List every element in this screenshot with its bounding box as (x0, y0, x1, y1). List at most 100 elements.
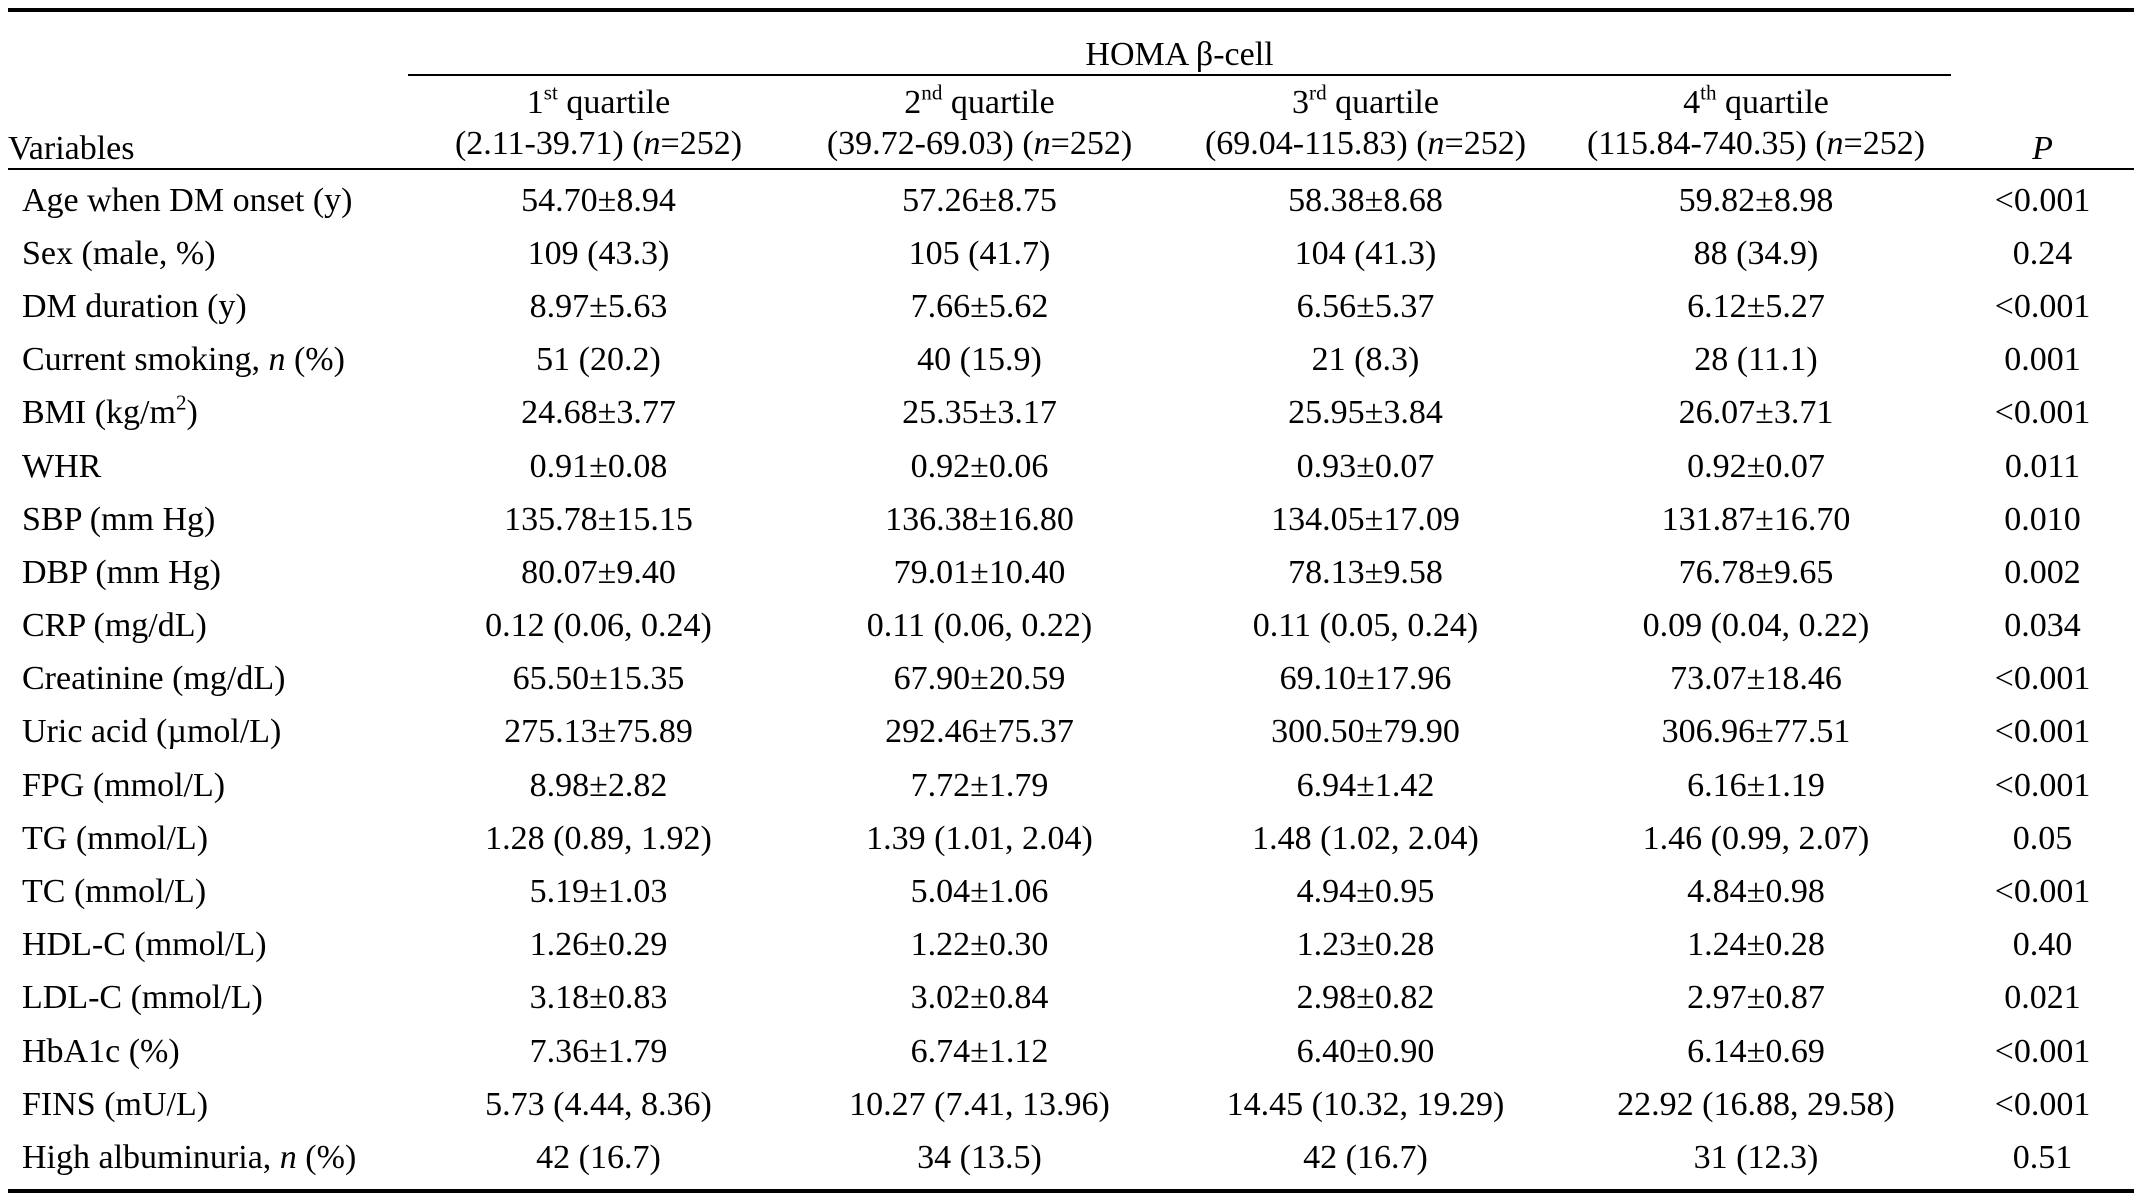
p-value-cell: <0.001 (1994, 394, 2091, 432)
label-superscript: 2 (175, 390, 187, 415)
quartile-1-cell: 8.97±5.63 (529, 287, 668, 325)
table-row: Sex (male, %) 109 (43.3) 105 (41.7) 104 (41… (8, 227, 2134, 280)
quartile-word: quartile (950, 84, 1055, 121)
quartile-n-label: n (1826, 125, 1844, 162)
document-page: Variables HOMA β-cell P 1st quartile 2nd … (8, 10, 2134, 1191)
table-header: Variables HOMA β-cell P 1st quartile 2nd … (8, 10, 2134, 169)
variable-label: FPG (mmol/L) (22, 766, 226, 804)
quartile-2-range: (39.72-69.03) (n=252) (826, 125, 1133, 162)
p-value-cell: 0.40 (2012, 926, 2073, 964)
quartile-2-cell: 292.46±75.37 (885, 713, 1074, 751)
label-text: High albuminuria, (22, 1138, 280, 1176)
variables-column-header: Variables (8, 130, 135, 167)
quartile-ordinal-number: 3 (1292, 84, 1310, 121)
quartile-2-cell: 57.26±8.75 (902, 181, 1057, 219)
quartile-ordinal-suffix: st (543, 80, 558, 105)
table-row: HbA1c (%) 7.36±1.79 6.74±1.12 6.40±0.90 6.14… (8, 1025, 2134, 1078)
quartile-1-cell: 65.50±15.35 (512, 660, 685, 698)
quartile-4-cell: 0.09 (0.04, 0.22) (1642, 607, 1870, 645)
quartile-3-cell: 6.94±1.42 (1296, 766, 1435, 804)
quartile-2-cell: 136.38±16.80 (885, 500, 1074, 538)
label-text-suffix: ) (186, 394, 198, 432)
quartile-2-cell: 3.02±0.84 (910, 979, 1049, 1017)
quartile-4-cell: 22.92 (16.88, 29.58) (1617, 1085, 1895, 1123)
quartile-n-value: =252) (1444, 125, 1527, 162)
quartile-1-cell: 0.91±0.08 (529, 447, 668, 485)
quartile-1-cell: 54.70±8.94 (521, 181, 676, 219)
variable-label: WHR (22, 447, 102, 485)
quartile-ordinal-suffix: rd (1309, 80, 1327, 105)
quartile-1-cell: 24.68±3.77 (521, 394, 676, 432)
quartile-1-cell: 275.13±75.89 (504, 713, 693, 751)
quartile-1-title: 1st quartile (408, 75, 789, 120)
quartile-3-range: (69.04-115.83) (n=252) (1204, 125, 1527, 162)
table-row: Creatinine (mg/dL) 65.50±15.35 67.90±20.59… (8, 653, 2134, 706)
quartile-2-cell: 6.74±1.12 (910, 1032, 1049, 1070)
quartile-2-cell: 67.90±20.59 (893, 660, 1066, 698)
variable-label: SBP (mm Hg) (22, 500, 216, 538)
quartile-3-title: 3rd quartile (1170, 75, 1561, 120)
variable-label: TC (mmol/L) (22, 873, 207, 911)
quartile-3-cell: 2.98±0.82 (1296, 979, 1435, 1017)
quartile-2-cell: 10.27 (7.41, 13.96) (849, 1085, 1110, 1123)
quartile-4-cell: 31 (12.3) (1693, 1138, 1819, 1176)
quartile-3-cell: 0.11 (0.05, 0.24) (1252, 607, 1479, 645)
quartile-3-cell: 4.94±0.95 (1296, 873, 1435, 911)
table-row: TG (mmol/L) 1.28 (0.89, 1.92) 1.39 (1.01, … (8, 812, 2134, 865)
quartile-3-cell: 69.10±17.96 (1279, 660, 1452, 698)
variable-label: Creatinine (mg/dL) (22, 660, 286, 698)
p-value-cell: 0.010 (2004, 500, 2081, 538)
table-row: DBP (mm Hg) 80.07±9.40 79.01±10.40 78.13±9.… (8, 546, 2134, 599)
table-row: HDL-C (mmol/L) 1.26±0.29 1.22±0.30 1.23±0.2… (8, 919, 2134, 972)
quartile-ordinal-number: 2 (904, 84, 922, 121)
quartile-1-range: (2.11-39.71) (n=252) (454, 125, 743, 162)
table-row: WHR 0.91±0.08 0.92±0.06 0.93±0.07 0.92±0.07 0… (8, 440, 2134, 493)
quartile-4-cell: 306.96±77.51 (1661, 713, 1851, 751)
quartile-range: (115.84-740.35) (1586, 125, 1807, 162)
quartile-n-label: n (1427, 125, 1445, 162)
quartile-3-cell: 78.13±9.58 (1288, 553, 1443, 591)
table-row: Age when DM onset (y) 54.70±8.94 57.26±8.7… (8, 169, 2134, 227)
quartile-2-cell: 40 (15.9) (917, 341, 1042, 379)
quartile-4-cell: 4.84±0.98 (1687, 873, 1825, 911)
quartile-3-cell: 6.40±0.90 (1296, 1032, 1435, 1070)
quartile-3-cell: 104 (41.3) (1294, 234, 1437, 272)
quartile-2-cell: 0.92±0.06 (910, 447, 1049, 485)
quartile-3-cell: 58.38±8.68 (1288, 181, 1443, 219)
baseline-characteristics-table: Variables HOMA β-cell P 1st quartile 2nd … (8, 8, 2134, 1193)
table-row: CRP (mg/dL) 0.12 (0.06, 0.24) 0.11 (0.06, … (8, 600, 2134, 653)
quartile-2-cell: 1.22±0.30 (910, 926, 1049, 964)
label-italic: n (268, 341, 286, 379)
quartile-1-cell: 0.12 (0.06, 0.24) (485, 607, 712, 645)
quartile-2-cell: 7.66±5.62 (910, 287, 1049, 325)
variable-label: Age when DM onset (y) (22, 181, 353, 219)
quartile-3-cell: 300.50±79.90 (1271, 713, 1460, 751)
quartile-word: quartile (1725, 84, 1829, 121)
quartile-n-value: =252) (660, 125, 743, 162)
quartile-2-cell: 1.39 (1.01, 2.04) (866, 819, 1093, 857)
variable-label: Current smoking, n (%) (8, 334, 408, 387)
variable-label: Sex (male, %) (22, 234, 216, 272)
quartile-ordinal-suffix: th (1700, 80, 1717, 105)
quartile-3-cell: 1.48 (1.02, 2.04) (1252, 819, 1479, 857)
quartile-ordinal-number: 4 (1683, 84, 1701, 121)
quartile-4-cell: 131.87±16.70 (1661, 500, 1851, 538)
table-row: BMI (kg/m2) 24.68±3.77 25.35±3.17 25.95±3.8… (8, 387, 2134, 440)
quartile-2-cell: 7.72±1.79 (910, 766, 1049, 804)
p-value-cell: <0.001 (1994, 181, 2091, 219)
quartile-1-cell: 5.73 (4.44, 8.36) (485, 1085, 712, 1123)
quartile-1-cell: 51 (20.2) (536, 341, 661, 379)
p-value-cell: 0.001 (2004, 341, 2081, 379)
quartile-range: (69.04-115.83) (1204, 125, 1408, 162)
variable-label: BMI (kg/m2) (8, 387, 408, 440)
quartile-1-cell: 42 (16.7) (536, 1138, 661, 1176)
quartile-4-cell: 6.12±5.27 (1687, 287, 1825, 325)
p-value-cell: <0.001 (1994, 1085, 2091, 1123)
quartile-2-cell: 34 (13.5) (917, 1138, 1042, 1176)
p-value-cell: 0.011 (2004, 447, 2081, 485)
table-row: TC (mmol/L) 5.19±1.03 5.04±1.06 4.94±0.95 4.… (8, 865, 2134, 918)
quartile-4-title: 4th quartile (1561, 75, 1951, 120)
table-row: FPG (mmol/L) 8.98±2.82 7.72±1.79 6.94±1.42 6… (8, 759, 2134, 812)
table-body: Age when DM onset (y) 54.70±8.94 57.26±8.7… (8, 169, 2134, 1185)
quartile-2-title: 2nd quartile (789, 75, 1170, 120)
